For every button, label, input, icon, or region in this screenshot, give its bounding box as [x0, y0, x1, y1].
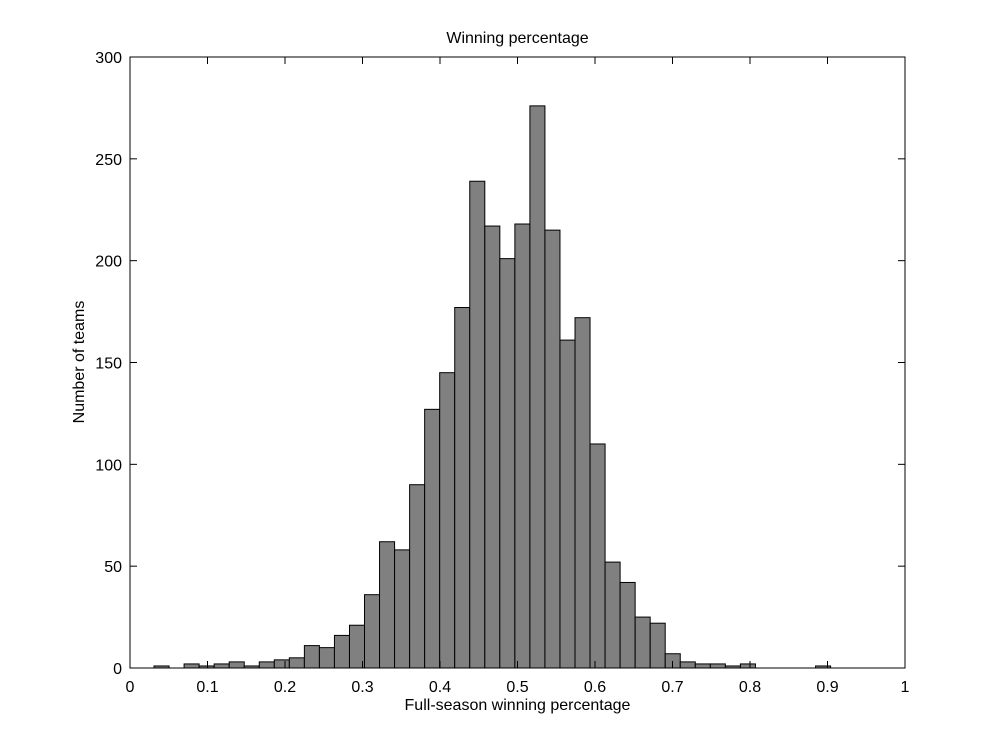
- y-axis-label: Number of teams: [71, 301, 88, 424]
- histogram-bar: [484, 225, 501, 669]
- x-tick-label: 0.6: [584, 679, 606, 696]
- x-tick-label: 0.8: [739, 679, 761, 696]
- histogram-bar: [379, 541, 396, 669]
- ticks-layer: 0 0.1 0.2 0.3 0.4 0.5 0.6 0.7 0.8 0.9 1 0 50 100 150 20…: [95, 50, 909, 696]
- histogram-bar: [694, 663, 711, 669]
- histogram-bar: [589, 443, 606, 669]
- histogram-bar: [288, 657, 305, 669]
- histogram-bar: [439, 372, 456, 669]
- histogram-bar: [213, 663, 230, 669]
- histogram-bar: [604, 561, 621, 669]
- histogram-bar: [544, 229, 561, 669]
- y-tick-label: 50: [104, 559, 122, 576]
- histogram-bar: [318, 647, 335, 669]
- bars-layer: [153, 105, 832, 669]
- histogram-bar: [529, 105, 546, 669]
- histogram-bar: [559, 339, 576, 669]
- histogram-bar: [619, 581, 636, 669]
- y-tick-label: 0: [113, 661, 122, 678]
- histogram-bar: [409, 484, 426, 669]
- x-tick-label: 0.2: [274, 679, 296, 696]
- histogram-bar: [739, 663, 756, 669]
- y-tick-label: 150: [95, 356, 122, 373]
- x-tick-label: 0.1: [196, 679, 218, 696]
- histogram-bar: [634, 616, 651, 669]
- x-tick-label: 0.3: [351, 679, 373, 696]
- histogram-bar: [499, 258, 516, 669]
- x-tick-label: 0.4: [429, 679, 451, 696]
- x-tick-label: 0.5: [506, 679, 528, 696]
- histogram-bar: [333, 634, 350, 669]
- histogram-bar: [679, 661, 696, 669]
- histogram-bar: [258, 661, 275, 669]
- x-tick-label: 0.9: [816, 679, 838, 696]
- y-tick-label: 100: [95, 457, 122, 474]
- y-tick-label: 200: [95, 254, 122, 271]
- y-tick-label: 300: [95, 50, 122, 67]
- histogram-bar: [454, 307, 471, 669]
- x-axis-label: Full-season winning percentage: [405, 697, 631, 714]
- histogram-bar: [228, 661, 245, 669]
- x-tick-label: 0.7: [661, 679, 683, 696]
- histogram-bar: [273, 659, 290, 669]
- histogram-bar: [183, 663, 200, 669]
- y-tick-label: 250: [95, 152, 122, 169]
- histogram-bar: [469, 180, 486, 669]
- histogram-bar: [303, 645, 320, 669]
- x-tick-label: 1: [901, 679, 910, 696]
- histogram-bar: [649, 622, 666, 669]
- histogram-bar: [514, 223, 531, 669]
- histogram-bar: [424, 408, 441, 669]
- histogram-bar: [364, 594, 381, 669]
- histogram-bar: [709, 663, 726, 669]
- x-tick-label: 0: [126, 679, 135, 696]
- chart-title: Winning percentage: [446, 30, 588, 47]
- histogram-bar: [394, 549, 411, 669]
- histogram-bar: [574, 317, 591, 669]
